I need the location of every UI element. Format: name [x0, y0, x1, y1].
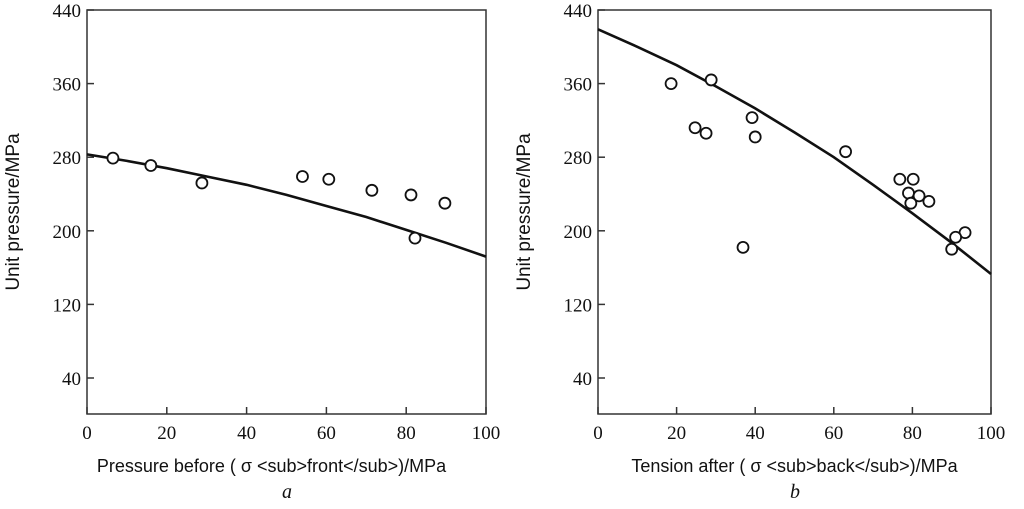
y-tick-label: 360 — [564, 75, 593, 96]
data-point — [906, 172, 920, 186]
y-tick-label: 440 — [564, 1, 593, 22]
data-point — [902, 186, 915, 200]
data-point — [745, 111, 759, 125]
data-point — [736, 240, 750, 254]
x-tick-label: 40 — [746, 423, 765, 444]
y-tick-label: 200 — [564, 222, 593, 243]
y-tick-label: 440 — [53, 1, 82, 22]
data-point — [699, 126, 713, 140]
fit-curve — [597, 28, 992, 276]
x-axis-label: Tension after ( σ <sub>back</sub>)/MPa — [631, 456, 958, 476]
x-tick-label: 40 — [237, 423, 256, 444]
y-tick-label: 200 — [53, 222, 82, 243]
x-tick-label: 20 — [157, 423, 176, 444]
data-point — [144, 159, 158, 172]
data-point — [404, 188, 418, 202]
x-tick-label: 80 — [903, 423, 922, 444]
x-tick-label: 100 — [977, 423, 1006, 444]
x-tick-label: 60 — [824, 423, 843, 444]
x-tick-label: 100 — [472, 423, 501, 444]
data-point — [893, 172, 907, 186]
data-point — [322, 172, 336, 186]
data-point — [438, 196, 452, 210]
data-point — [949, 230, 963, 244]
y-tick-label: 280 — [53, 148, 82, 169]
plot-frame — [597, 9, 992, 415]
x-tick-label: 60 — [317, 423, 336, 444]
y-tick-label: 280 — [564, 148, 593, 169]
y-axis-label: Unit pressure/MPa — [3, 133, 24, 291]
y-tick-label: 40 — [573, 369, 592, 390]
data-point — [904, 196, 918, 210]
data-point — [408, 231, 422, 245]
data-point — [365, 183, 379, 197]
y-tick-label: 360 — [53, 75, 82, 96]
x-tick-label: 80 — [397, 423, 416, 444]
panel-caption: b — [790, 481, 800, 503]
data-point — [296, 170, 309, 183]
x-tick-label: 0 — [82, 423, 92, 444]
data-point — [748, 130, 762, 144]
data-point — [195, 176, 209, 190]
panel-caption: a — [282, 481, 292, 503]
x-axis-label: Pressure before ( σ <sub>front</sub>)/MP… — [97, 456, 447, 476]
data-point — [945, 242, 959, 256]
y-tick-label: 120 — [53, 295, 82, 316]
plot-frame — [86, 9, 487, 415]
data-point — [688, 121, 702, 135]
y-axis-label: Unit pressure/MPa — [514, 133, 535, 291]
panel-b: 0 20 40 60 80 100 40 120 200 280 360 440 Tension aft… — [514, 1, 1005, 503]
data-point — [912, 189, 926, 203]
y-tick-label: 120 — [564, 295, 593, 316]
data-point — [839, 145, 852, 159]
x-tick-label: 20 — [667, 423, 686, 444]
x-tick-label: 0 — [593, 423, 603, 444]
data-point — [664, 77, 678, 90]
data-point — [106, 151, 120, 165]
y-tick-label: 40 — [62, 369, 81, 390]
data-point — [922, 194, 936, 208]
panel-a: 0 20 40 60 80 100 40 120 200 280 360 440 Pressure be… — [3, 1, 500, 503]
data-point — [704, 73, 718, 87]
